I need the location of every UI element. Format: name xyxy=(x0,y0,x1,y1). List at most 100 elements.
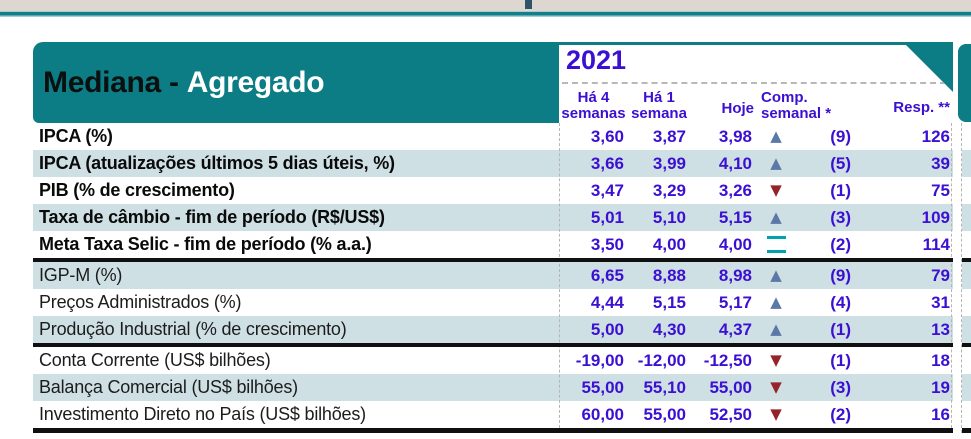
fragment-row xyxy=(962,150,971,177)
table-title: Mediana - Agregado xyxy=(43,42,325,123)
table-row: Preços Administrados (%) 4,44 5,15 5,17 ▲ (4)… xyxy=(33,289,953,316)
value-4-weeks-ago: 5,01 xyxy=(590,207,624,227)
value-today: 5,17 xyxy=(718,292,752,312)
year-panel-2021: 2021 Há 4 semanas Há 1 semana Hoje Comp. se… xyxy=(559,45,953,123)
value-today: 4,37 xyxy=(718,319,752,339)
row-label: Investimento Direto no País (US$ bilhões… xyxy=(39,404,366,424)
value-4-weeks-ago: 6,65 xyxy=(590,265,624,285)
respondents-count: 13 xyxy=(931,319,950,339)
value-4-weeks-ago: -19,00 xyxy=(575,350,624,370)
fragment-row xyxy=(962,204,971,231)
trend-indicator: ▲ xyxy=(756,262,796,289)
up-arrow-icon: ▲ xyxy=(770,208,782,226)
equals-icon xyxy=(766,236,786,254)
column-headers: Há 4 semanas Há 1 semana Hoje Comp. semanal… xyxy=(559,90,953,122)
header-dashed-rule xyxy=(562,82,946,84)
value-today: 55,00 xyxy=(709,377,752,397)
fragment-row xyxy=(962,231,971,258)
up-arrow-icon: ▲ xyxy=(770,154,782,172)
value-1-week-ago: 55,10 xyxy=(643,377,686,397)
trend-indicator: ▲ xyxy=(756,204,796,231)
table-row: Balança Comercial (US$ bilhões) 55,00 55,1… xyxy=(33,374,953,401)
fragment-row xyxy=(962,262,971,289)
trend-indicator: ▼ xyxy=(756,177,796,204)
down-arrow-icon: ▼ xyxy=(770,181,782,199)
down-arrow-icon: ▼ xyxy=(770,351,782,369)
up-arrow-icon: ▲ xyxy=(770,127,782,145)
row-label: IPCA (%) xyxy=(39,126,113,146)
trend-indicator xyxy=(756,231,796,258)
weekly-change-count: (9) xyxy=(830,126,851,146)
section-divider xyxy=(33,343,953,347)
next-year-rows-fragment xyxy=(961,123,971,433)
respondents-count: 31 xyxy=(931,292,950,312)
column-header-today: Hoje xyxy=(721,100,754,117)
row-label: Meta Taxa Selic - fim de período (% a.a.… xyxy=(39,234,372,254)
value-4-weeks-ago: 3,60 xyxy=(590,126,624,146)
fragment-row xyxy=(962,374,971,401)
table-row: Taxa de câmbio - fim de período (R$/US$)… xyxy=(33,204,953,231)
table-title-aggregate: Agregado xyxy=(186,65,325,99)
value-today: 4,00 xyxy=(718,234,752,254)
table-row: Conta Corrente (US$ bilhões) -19,00 -12,00… xyxy=(33,347,953,374)
table-row: Investimento Direto no País (US$ bilhões… xyxy=(33,401,953,428)
table-bottom-border xyxy=(33,428,953,433)
weekly-change-count: (2) xyxy=(830,404,851,424)
trend-indicator: ▼ xyxy=(756,347,796,374)
section-divider xyxy=(962,258,971,262)
trend-indicator: ▲ xyxy=(756,150,796,177)
row-label: Conta Corrente (US$ bilhões) xyxy=(39,350,271,370)
teal-divider-line xyxy=(0,11,971,17)
value-today: 4,10 xyxy=(718,153,752,173)
respondents-count: 75 xyxy=(931,180,950,200)
trend-indicator: ▼ xyxy=(756,401,796,428)
up-arrow-icon: ▲ xyxy=(770,293,782,311)
respondents-count: 19 xyxy=(931,377,950,397)
value-4-weeks-ago: 3,50 xyxy=(590,234,624,254)
value-today: 52,50 xyxy=(709,404,752,424)
value-4-weeks-ago: 60,00 xyxy=(581,404,624,424)
weekly-change-count: (5) xyxy=(830,153,851,173)
table-row: Meta Taxa Selic - fim de período (% a.a.… xyxy=(33,231,953,258)
next-year-panel-fragment xyxy=(958,44,971,122)
table-bottom-border xyxy=(962,428,971,433)
respondents-count: 18 xyxy=(931,350,950,370)
respondents-count: 114 xyxy=(922,234,950,254)
row-label: IPCA (atualizações últimos 5 dias úteis,… xyxy=(39,153,395,173)
row-label: Taxa de câmbio - fim de período (R$/US$) xyxy=(39,207,385,227)
weekly-change-count: (3) xyxy=(830,377,851,397)
fragment-row xyxy=(962,289,971,316)
weekly-change-count: (9) xyxy=(830,265,851,285)
value-1-week-ago: 4,00 xyxy=(652,234,686,254)
fragment-row xyxy=(962,123,971,150)
row-label: PIB (% de crescimento) xyxy=(39,180,235,200)
value-4-weeks-ago: 4,44 xyxy=(590,292,624,312)
down-arrow-icon: ▼ xyxy=(770,405,782,423)
row-label: Produção Industrial (% de crescimento) xyxy=(39,319,347,339)
fragment-row xyxy=(962,347,971,374)
respondents-count: 79 xyxy=(931,265,950,285)
value-today: 3,98 xyxy=(718,126,752,146)
table-title-median: Mediana - xyxy=(43,65,187,99)
trend-indicator: ▲ xyxy=(756,289,796,316)
column-header-1-week-ago: Há 1 semana xyxy=(631,89,687,122)
value-today: 3,26 xyxy=(718,180,752,200)
value-1-week-ago: 55,00 xyxy=(643,404,686,424)
value-4-weeks-ago: 3,66 xyxy=(590,153,624,173)
row-label: Balança Comercial (US$ bilhões) xyxy=(39,377,298,397)
table-body: IPCA (%) 3,60 3,87 3,98 ▲ (9) 126 IPCA (atualiz… xyxy=(33,123,953,433)
section-divider xyxy=(962,343,971,347)
column-header-4-weeks-ago: Há 4 semanas xyxy=(561,89,626,122)
value-4-weeks-ago: 3,47 xyxy=(590,180,624,200)
year-label: 2021 xyxy=(566,45,627,75)
trend-indicator: ▼ xyxy=(756,374,796,401)
section-divider xyxy=(33,258,953,262)
value-1-week-ago: 5,10 xyxy=(652,207,686,227)
weekly-change-count: (1) xyxy=(830,350,851,370)
value-today: 5,15 xyxy=(718,207,752,227)
weekly-change-count: (1) xyxy=(830,319,851,339)
value-1-week-ago: 4,30 xyxy=(652,319,686,339)
panel-right-dashed-separator xyxy=(951,123,952,428)
up-arrow-icon: ▲ xyxy=(770,266,782,284)
